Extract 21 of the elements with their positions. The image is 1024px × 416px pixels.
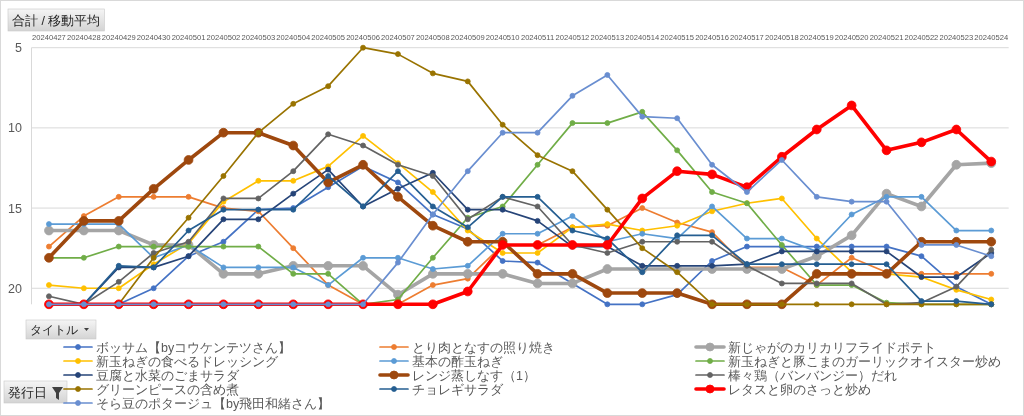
legend-label: レンジ蒸しなす（1） (412, 368, 536, 383)
legend-label: 豆腐と水菜のごまサラダ (96, 368, 240, 383)
y-tick-label: 20 (8, 281, 23, 296)
y-tick-label: 5 (15, 41, 23, 56)
legend-label: 棒々鶏（バンバンジー）だれ (728, 368, 897, 383)
legend-label: ボッサム【byコウケンテツさん】 (96, 340, 292, 355)
y-tick-label: 10 (8, 121, 23, 136)
legend-label: レタスと卵のさっと炒め (728, 382, 871, 397)
legend-label: グリーンピースの含め煮 (96, 382, 239, 397)
legend-label: 新玉ねぎと豚こまのガーリックオイスター炒め (728, 354, 1001, 369)
legend-title: タイトル (30, 322, 78, 337)
legend-label: 基本の酢玉ねぎ (412, 354, 503, 369)
y-tick-label: 15 (8, 201, 23, 216)
legend-label: とり肉となすの照り焼き (412, 340, 555, 355)
legend-label: 新じゃがのカリカリフライドポテト (728, 340, 936, 355)
title-button: 合計 / 移動平均 (7, 8, 105, 32)
legend-label: 新玉ねぎの食べるドレッシング (96, 354, 279, 369)
legend-label: チョレギサラダ (412, 382, 504, 397)
legend-title-button: タイトル (25, 319, 97, 340)
legend-label: そら豆のポタージュ【by飛田和緒さん】 (96, 396, 331, 411)
chart-title: 合計 / 移動平均 (12, 13, 101, 28)
